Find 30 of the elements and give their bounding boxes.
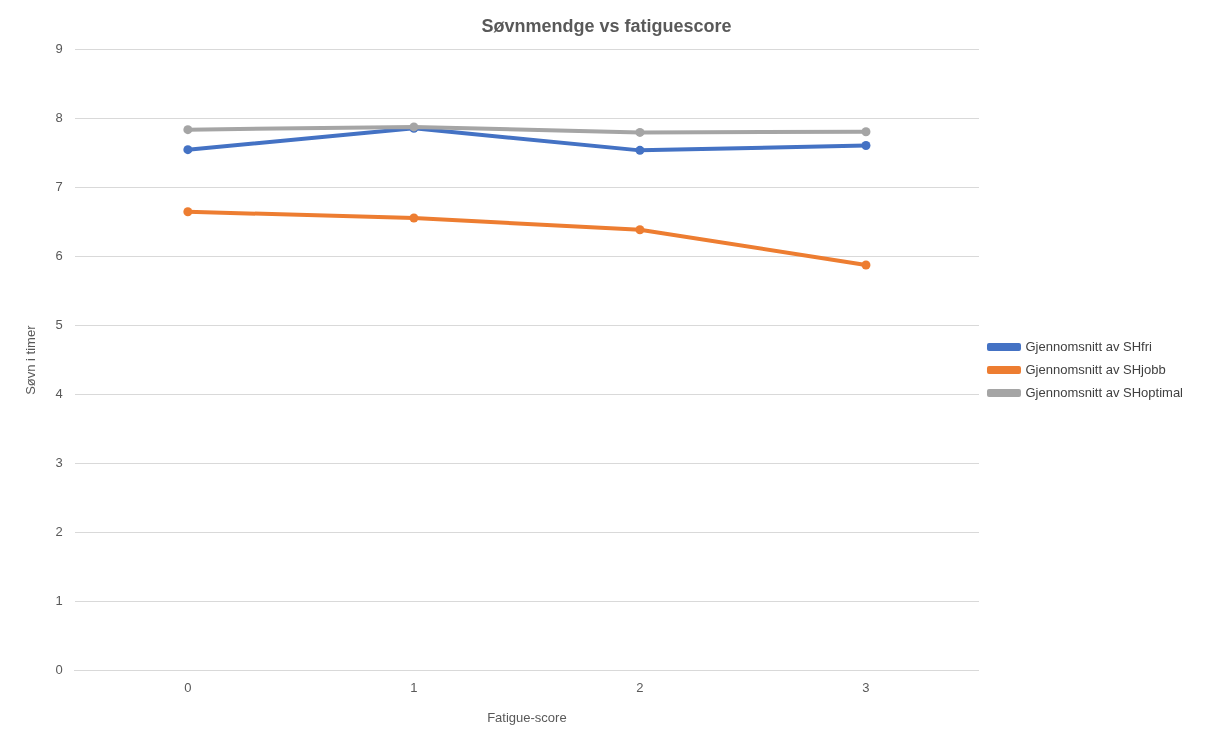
point	[409, 213, 419, 223]
y-tick-label: 5	[55, 317, 63, 333]
point	[861, 141, 871, 151]
y-tick-label: 3	[55, 455, 63, 471]
y-tick-label: 9	[55, 41, 63, 57]
y-tick-label: 0	[55, 662, 63, 678]
chart-title: Søvnmendge vs fatiguescore	[481, 15, 732, 36]
y-tick-label: 6	[55, 248, 63, 264]
y-axis-title: Søvn i timer	[23, 324, 39, 395]
legend-label: Gjennomsnitt av SHfri	[1025, 338, 1153, 354]
point	[635, 145, 645, 155]
point	[183, 207, 193, 217]
y-tick-label: 4	[55, 386, 63, 402]
y-tick-label: 8	[55, 110, 63, 126]
x-tick-label: 2	[636, 680, 644, 696]
point	[183, 145, 193, 155]
y-tick-label: 1	[55, 593, 63, 609]
x-tick-label: 0	[184, 680, 192, 696]
point	[861, 260, 871, 270]
y-tick-label: 7	[55, 179, 63, 195]
y-tick-label: 2	[55, 524, 63, 540]
x-tick-label: 3	[862, 680, 870, 696]
point	[183, 125, 193, 135]
point	[861, 127, 871, 137]
legend-label: Gjennomsnitt av SHjobb	[1025, 361, 1166, 377]
x-axis-title: Fatigue-score	[487, 709, 567, 725]
point	[635, 225, 645, 235]
x-tick-label: 1	[410, 680, 418, 696]
point	[635, 127, 645, 137]
legend-label: Gjennomsnitt av SHoptimal	[1025, 384, 1184, 400]
